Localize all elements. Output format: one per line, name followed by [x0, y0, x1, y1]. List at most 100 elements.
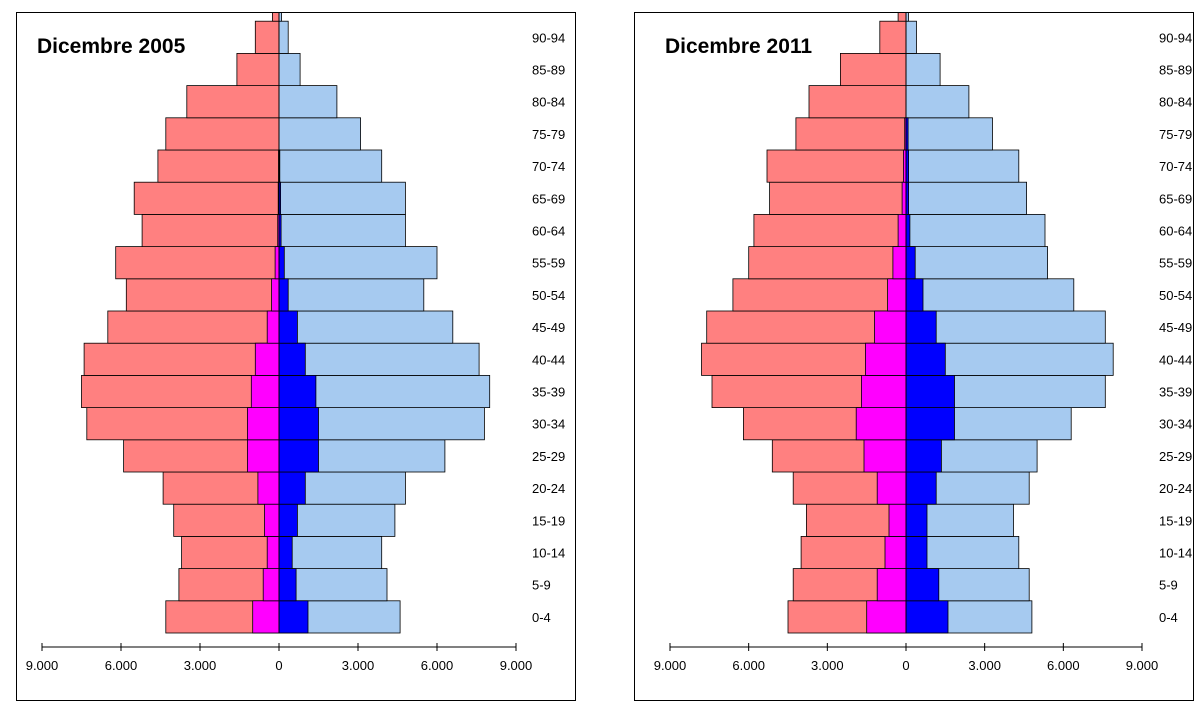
bar-left-0-4 — [866, 600, 907, 634]
bar-left-35-39 — [860, 374, 907, 408]
age-group-label: 30-34 — [1159, 417, 1192, 432]
age-group-label: 60-64 — [1159, 224, 1192, 239]
bar-right-55-59 — [278, 246, 285, 280]
bar-left-25-29 — [863, 439, 907, 473]
bar-left-60-64 — [897, 213, 907, 247]
age-group-label: 35-39 — [1159, 385, 1192, 400]
bar-left-30-34 — [855, 407, 907, 441]
bar-right-50-54 — [278, 278, 289, 312]
bar-left-65-69 — [901, 181, 907, 215]
bar-left-10-14 — [266, 536, 280, 570]
bar-left-5-9 — [178, 568, 280, 602]
age-group-label: 65-69 — [532, 191, 565, 206]
bar-left-15-19 — [888, 503, 907, 537]
age-group-label: 25-29 — [532, 449, 565, 464]
bar-left-25-29 — [246, 439, 280, 473]
bar-right-5-9 — [278, 568, 388, 602]
bar-left-30-34 — [246, 407, 280, 441]
bar-left-40-44 — [83, 342, 280, 376]
bar-left-55-59 — [115, 246, 280, 280]
bar-right-25-29 — [905, 439, 942, 473]
bar-right-80-84 — [278, 85, 338, 119]
bar-right-75-79 — [905, 117, 993, 151]
bar-left-50-54 — [887, 278, 907, 312]
age-group-label: 70-74 — [1159, 159, 1192, 174]
age-group-label: 0-4 — [532, 610, 551, 625]
bar-left-45-49 — [874, 310, 907, 344]
bar-right-60-64 — [278, 213, 406, 247]
bar-right-0-4 — [278, 600, 309, 634]
bar-right-0-4 — [905, 600, 949, 634]
bar-left-85-89 — [839, 53, 907, 87]
bar-right-40-44 — [905, 342, 946, 376]
bar-left-20-24 — [257, 471, 280, 505]
bar-right-95-99 — [905, 13, 909, 22]
x-tick-label: 6.000 — [732, 658, 765, 673]
bar-left-95-99 — [271, 13, 280, 22]
age-group-label: 85-89 — [532, 63, 565, 78]
age-group-label: 70-74 — [532, 159, 565, 174]
age-group-label: 85-89 — [1159, 63, 1192, 78]
bar-right-10-14 — [905, 536, 928, 570]
bar-right-15-19 — [278, 503, 396, 537]
bar-right-45-49 — [905, 310, 1106, 344]
x-tick-label: 3.000 — [968, 658, 1001, 673]
bar-right-15-19 — [905, 503, 928, 537]
age-group-label: 80-84 — [532, 95, 565, 110]
age-group-label: 30-34 — [532, 417, 565, 432]
bar-left-90-94 — [879, 20, 907, 54]
bar-right-20-24 — [905, 471, 937, 505]
bar-left-65-69 — [133, 181, 280, 215]
pyramid-chart-2005: 9.000 6.000 3.000 0 3.000 6.000 9.000 0-4 5-9 10-… — [26, 13, 565, 673]
x-tick-label: 0 — [902, 658, 909, 673]
bar-right-55-59 — [905, 246, 1049, 280]
bar-left-40-44 — [254, 342, 280, 376]
x-tick-label: 3.000 — [811, 658, 844, 673]
bar-right-40-44 — [278, 342, 306, 376]
age-group-label: 5-9 — [1159, 578, 1178, 593]
bar-right-55-59 — [278, 246, 438, 280]
bar-left-35-39 — [81, 374, 280, 408]
age-group-label: 15-19 — [1159, 513, 1192, 528]
age-group-label: 35-39 — [532, 385, 565, 400]
bar-left-50-54 — [125, 278, 280, 312]
bar-right-60-64 — [905, 213, 911, 247]
bar-right-20-24 — [278, 471, 306, 505]
x-tick-label: 9.000 — [500, 658, 533, 673]
age-group-label: 60-64 — [532, 224, 565, 239]
bar-right-85-89 — [278, 53, 301, 87]
bar-right-85-89 — [905, 53, 941, 87]
bar-right-10-14 — [278, 536, 293, 570]
bar-right-35-39 — [278, 374, 317, 408]
chart-panel-2005: Dicembre 2005 9.000 6.000 3.000 0 3.000 6.000… — [16, 12, 576, 701]
bar-left-45-49 — [266, 310, 280, 344]
age-group-label: 55-59 — [1159, 256, 1192, 271]
bar-right-65-69 — [278, 181, 406, 215]
x-tick-label: 3.000 — [342, 658, 375, 673]
bar-right-70-74 — [278, 149, 383, 183]
bar-right-45-49 — [905, 310, 937, 344]
bar-right-75-79 — [278, 117, 361, 151]
bar-left-55-59 — [748, 246, 907, 280]
chart-title: Dicembre 2011 — [665, 35, 813, 58]
bar-left-10-14 — [884, 536, 907, 570]
bar-left-80-84 — [186, 85, 280, 119]
bar-right-45-49 — [278, 310, 298, 344]
bar-left-75-79 — [165, 117, 280, 151]
x-tick-label: 9.000 — [1126, 658, 1159, 673]
x-tick-label: 3.000 — [184, 658, 217, 673]
bar-left-35-39 — [250, 374, 280, 408]
bar-right-50-54 — [905, 278, 1075, 312]
x-tick-label: 6.000 — [421, 658, 454, 673]
age-group-label: 25-29 — [1159, 449, 1192, 464]
bar-left-85-89 — [236, 53, 280, 87]
chart-panel-2011: Dicembre 2011 9.000 6.000 3.000 0 3.000 6.000… — [634, 12, 1194, 701]
x-tick-label: 9.000 — [654, 658, 687, 673]
age-group-label: 10-14 — [532, 546, 565, 561]
chart-title: Dicembre 2005 — [37, 35, 186, 58]
bar-right-80-84 — [905, 85, 970, 119]
bar-left-10-14 — [181, 536, 280, 570]
age-group-label: 75-79 — [1159, 127, 1192, 142]
age-group-label: 20-24 — [1159, 481, 1192, 496]
bar-right-55-59 — [905, 246, 916, 280]
